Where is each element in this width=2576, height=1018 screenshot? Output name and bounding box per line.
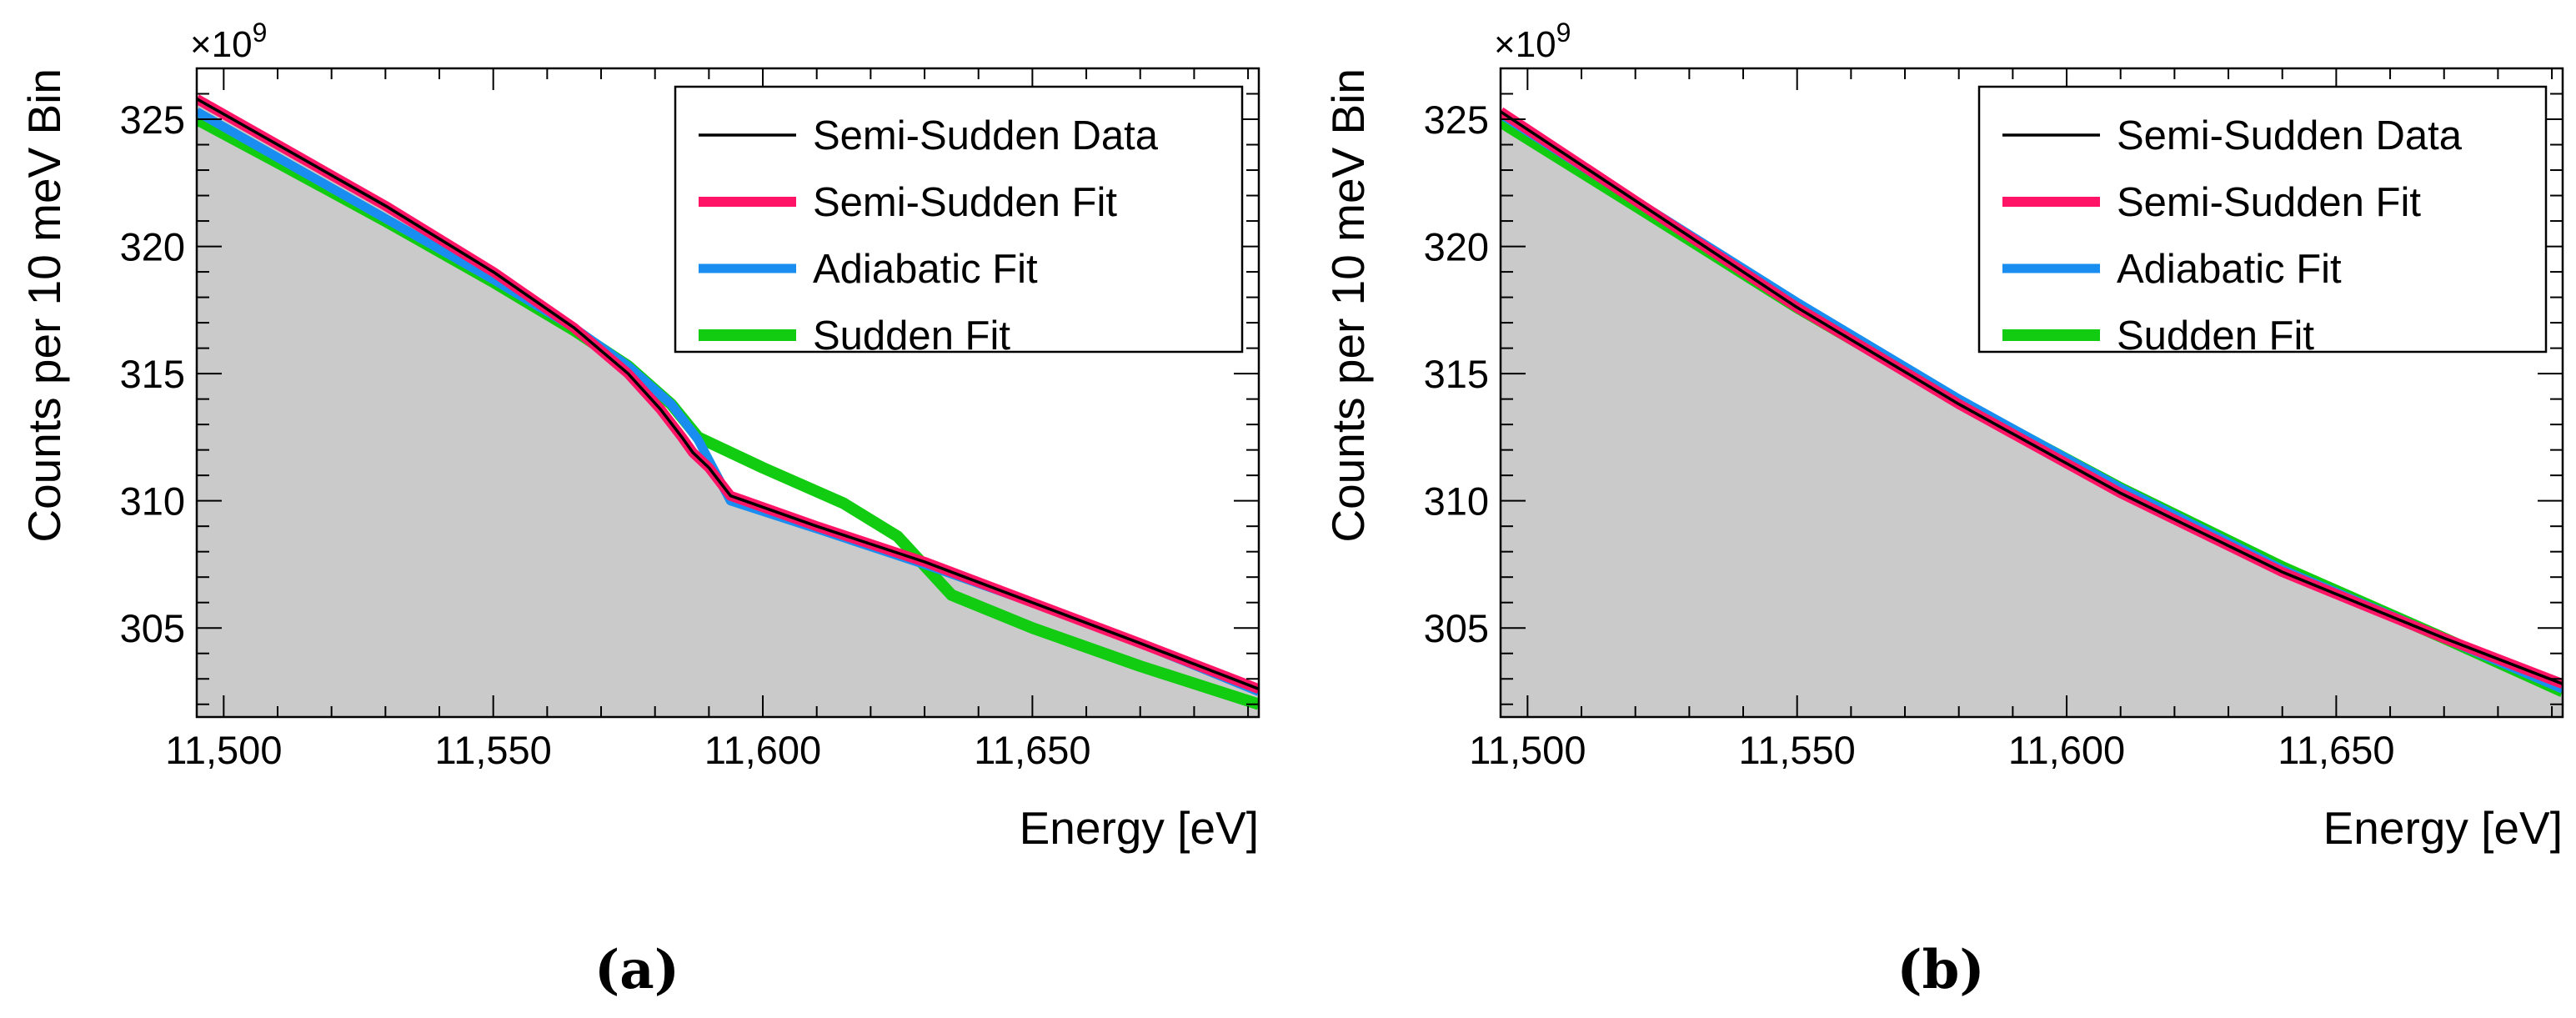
legend: Semi-Sudden Data Semi-Sudden Fit Adiabatic… xyxy=(1977,85,2548,359)
x-tick-label: 11,550 xyxy=(435,728,552,772)
x-tick-label: 11,500 xyxy=(165,728,282,772)
x-axis-title: Energy [eV] xyxy=(1020,802,1259,854)
x-tick-label: 11,600 xyxy=(704,728,821,772)
x-tick-label: 11,650 xyxy=(974,728,1090,772)
chart-panel-b: 11,500 11,550 11,600 11,650 305 310 315 320 325×… xyxy=(1322,18,2564,1001)
y-tick-label: 305 xyxy=(1424,606,1489,650)
y-tick-label: 315 xyxy=(120,352,185,396)
y-tick-label: 325 xyxy=(1424,98,1489,142)
plot-frame xyxy=(195,67,1260,719)
plot-area xyxy=(1501,107,2563,717)
y-axis-title: Counts per 10 meV Bin xyxy=(1322,68,1374,543)
legend-label: Sudden Fit xyxy=(813,313,1010,359)
x-tick-label: 11,500 xyxy=(1469,728,1586,772)
series-line-data xyxy=(1501,110,2563,685)
legend-box xyxy=(1977,85,2548,354)
legend-label: Semi-Sudden Data xyxy=(813,113,1159,158)
y-tick-label: 310 xyxy=(1424,479,1489,524)
legend-label: Semi-Sudden Fit xyxy=(813,180,1117,225)
x-tick-label: 11,650 xyxy=(2278,728,2394,772)
histogram-fill xyxy=(1501,111,2563,717)
y-axis-title: Counts per 10 meV Bin xyxy=(18,68,70,543)
y-tick-label: 320 xyxy=(120,225,185,269)
y-exponent-power: 9 xyxy=(1556,18,1571,48)
x-axis-title: Energy [eV] xyxy=(2323,802,2563,854)
panel-caption: (b) xyxy=(1897,939,1984,1001)
plot-frame xyxy=(1499,67,2564,719)
plot-area xyxy=(197,94,1259,717)
legend-label: Sudden Fit xyxy=(2117,313,2314,359)
legend: Semi-Sudden Data Semi-Sudden Fit Adiabatic… xyxy=(674,85,1244,359)
y-tick-label: 310 xyxy=(120,479,185,524)
x-tick-label: 11,550 xyxy=(1739,728,1856,772)
legend-label: Semi-Sudden Fit xyxy=(2117,180,2421,225)
y-tick-label: 320 xyxy=(1424,225,1489,269)
chart-panel-a: 11,500 11,550 11,600 11,650 305 310 315 320 325×… xyxy=(18,18,1260,1001)
panel-caption: (a) xyxy=(594,939,679,1001)
legend-label: Semi-Sudden Data xyxy=(2117,113,2463,158)
x-tick-label: 11,600 xyxy=(2008,728,2125,772)
legend-box xyxy=(674,85,1244,354)
y-exponent-label: ×109 xyxy=(1494,18,1571,65)
y-exponent-power: 9 xyxy=(253,18,268,48)
series-line-data xyxy=(197,98,1259,691)
y-tick-label: 325 xyxy=(120,98,185,142)
legend-label: Adiabatic Fit xyxy=(813,247,1038,292)
y-exponent-label: ×109 xyxy=(190,18,267,65)
legend-label: Adiabatic Fit xyxy=(2117,247,2342,292)
y-tick-label: 305 xyxy=(120,606,185,650)
y-tick-label: 315 xyxy=(1424,352,1489,396)
